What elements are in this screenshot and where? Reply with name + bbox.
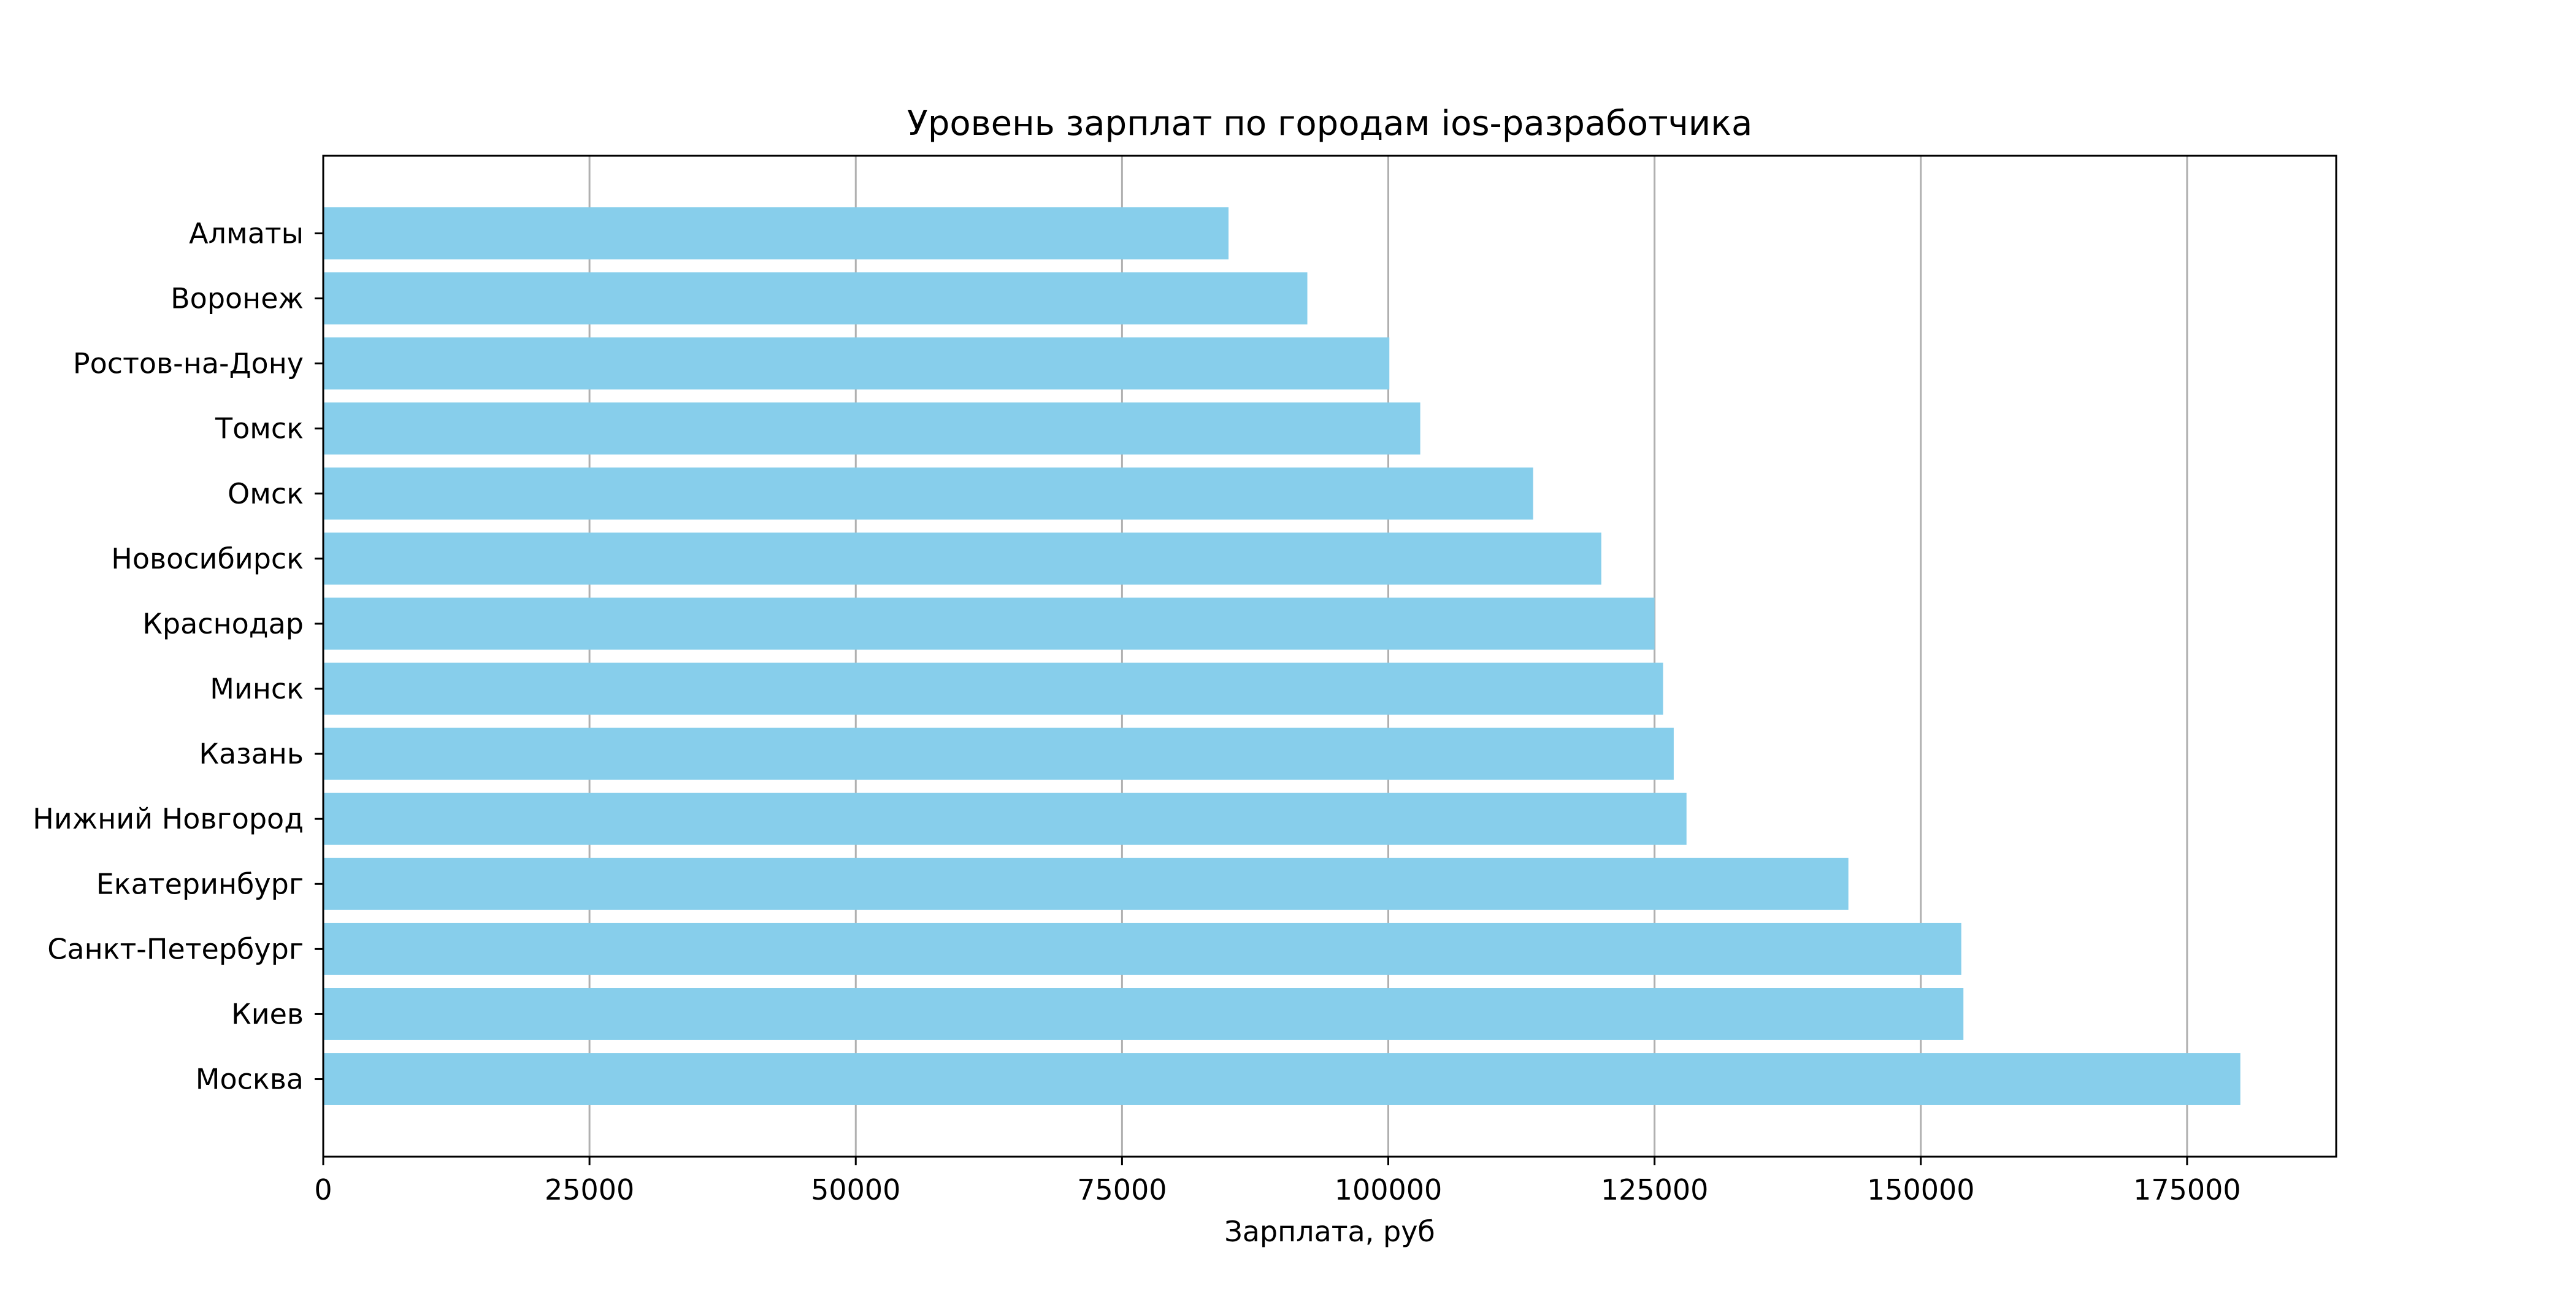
x-tick-label: 75000 (1077, 1173, 1167, 1206)
y-tick-label: Москва (196, 1063, 304, 1096)
bar (323, 922, 1961, 975)
bar (323, 662, 1663, 715)
x-tick-label: 50000 (811, 1173, 900, 1206)
chart-title: Уровень зарплат по городам ios-разработч… (907, 104, 1753, 144)
y-tick-label: Киев (231, 997, 304, 1030)
bar (323, 402, 1420, 455)
x-axis-label: Зарплата, руб (1224, 1215, 1435, 1248)
y-tick-label: Ростов-на-Дону (73, 347, 304, 380)
x-tick-label: 150000 (1867, 1173, 1975, 1206)
x-tick-label: 25000 (545, 1173, 634, 1206)
x-tick-label: 125000 (1601, 1173, 1709, 1206)
y-tick-label: Санкт-Петербург (47, 932, 304, 965)
y-tick-label: Омск (228, 477, 304, 510)
y-tick-label: Краснодар (142, 607, 304, 640)
bar (323, 857, 1849, 910)
x-axis-ticks: 0 25000 50000 75000 100000 125000 150000 175000 (314, 1157, 2241, 1206)
y-tick-label: Алматы (189, 216, 304, 250)
x-tick-label: 0 (314, 1173, 332, 1206)
y-tick-label: Минск (210, 672, 304, 705)
bar (323, 467, 1533, 520)
y-axis-ticks: Москва Киев Санкт-Петербург Екатеринбург Ниж… (33, 216, 323, 1096)
bar (323, 207, 1229, 259)
y-tick-label: Нижний Новгород (33, 802, 304, 835)
bar (323, 792, 1687, 845)
bar (323, 988, 1964, 1040)
x-tick-label: 175000 (2133, 1173, 2241, 1206)
bar (323, 532, 1601, 585)
bar (323, 337, 1390, 390)
bar (323, 597, 1655, 650)
bar (323, 1053, 2241, 1105)
y-tick-label: Екатеринбург (96, 867, 304, 900)
bars (323, 207, 2241, 1105)
y-tick-label: Томск (215, 412, 304, 445)
bar (323, 272, 1308, 324)
y-tick-label: Казань (199, 737, 304, 770)
y-tick-label: Воронеж (171, 282, 304, 315)
x-tick-label: 100000 (1335, 1173, 1443, 1206)
plot-frame (322, 155, 2337, 1158)
y-tick-label: Новосибирск (111, 542, 304, 575)
bar (323, 727, 1674, 780)
